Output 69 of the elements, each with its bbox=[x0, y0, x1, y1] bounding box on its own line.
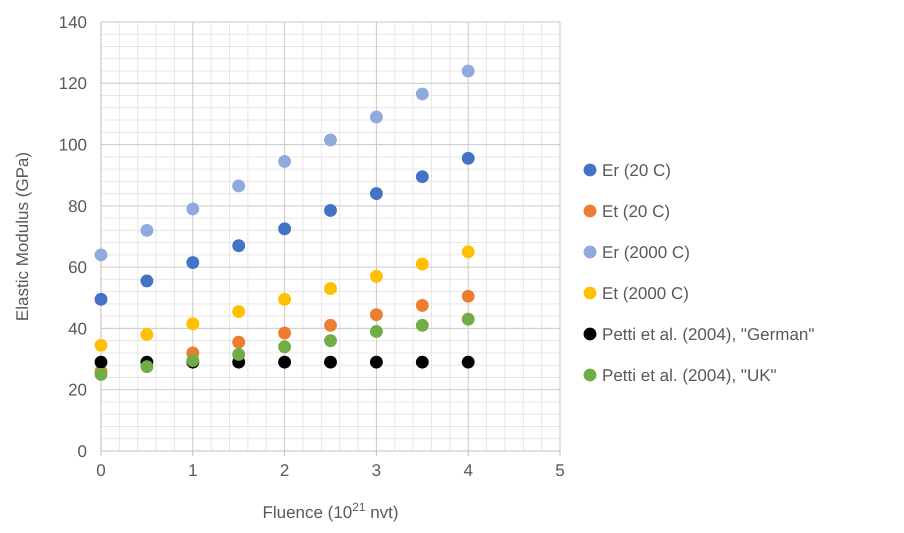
y-tick-label: 120 bbox=[58, 74, 87, 94]
point bbox=[278, 155, 292, 168]
y-tick-label: 0 bbox=[78, 442, 87, 461]
legend-label: Et (2000 C) bbox=[602, 284, 689, 303]
y-tick-label: 100 bbox=[58, 136, 87, 155]
point bbox=[140, 360, 154, 374]
point bbox=[462, 245, 475, 258]
point bbox=[416, 170, 429, 184]
point bbox=[370, 187, 383, 200]
point bbox=[416, 88, 429, 100]
legend-label: Er (20 C) bbox=[602, 160, 671, 180]
point bbox=[462, 356, 475, 369]
legend-label: Er (2000 C) bbox=[602, 242, 690, 262]
x-tick-label: 3 bbox=[372, 461, 382, 480]
point bbox=[324, 204, 337, 217]
point bbox=[140, 274, 154, 288]
point bbox=[416, 299, 429, 312]
point bbox=[140, 224, 154, 237]
point bbox=[94, 248, 108, 262]
y-tick-label: 40 bbox=[68, 319, 87, 338]
point bbox=[232, 305, 246, 318]
point bbox=[94, 292, 108, 306]
y-tick-label: 140 bbox=[58, 12, 87, 32]
x-tick-label: 2 bbox=[280, 461, 290, 480]
y-tick-label: 20 bbox=[68, 380, 87, 400]
point bbox=[278, 292, 292, 306]
point bbox=[324, 356, 337, 369]
point bbox=[140, 328, 154, 341]
point bbox=[462, 152, 475, 165]
point bbox=[370, 325, 383, 338]
point bbox=[232, 180, 246, 192]
point bbox=[94, 338, 108, 352]
point bbox=[278, 340, 292, 354]
point bbox=[186, 202, 200, 216]
point bbox=[278, 356, 292, 369]
point bbox=[186, 317, 200, 330]
x-axis-title: Fluence (10$^{21}$ nvt) bbox=[262, 500, 399, 522]
point bbox=[186, 256, 200, 269]
point bbox=[278, 222, 292, 236]
x-tick-label: 5 bbox=[555, 461, 565, 480]
y-tick-label: 60 bbox=[68, 258, 87, 278]
legend-label: Petti et al. (2004), "UK" bbox=[602, 366, 777, 385]
legend-label: Petti et al. (2004), "German" bbox=[602, 324, 814, 344]
point bbox=[278, 326, 292, 340]
point bbox=[462, 312, 475, 326]
point bbox=[94, 356, 108, 369]
x-tick-label: 4 bbox=[463, 461, 473, 480]
point bbox=[324, 282, 337, 296]
point bbox=[370, 308, 383, 322]
point bbox=[324, 334, 337, 348]
x-tick-label: 0 bbox=[96, 461, 106, 480]
point bbox=[370, 356, 383, 369]
point bbox=[416, 356, 429, 369]
point bbox=[370, 110, 383, 124]
point bbox=[416, 318, 429, 332]
point bbox=[324, 134, 337, 146]
point bbox=[232, 348, 246, 361]
point bbox=[370, 270, 383, 283]
x-tick-label: 1 bbox=[188, 461, 198, 480]
point bbox=[462, 290, 475, 303]
point bbox=[462, 64, 475, 78]
point bbox=[232, 336, 246, 349]
legend-label: Et (20 C) bbox=[602, 202, 670, 221]
point bbox=[416, 258, 429, 270]
point bbox=[324, 318, 337, 332]
point bbox=[232, 239, 246, 252]
point bbox=[94, 368, 108, 381]
y-tick-label: 80 bbox=[68, 196, 87, 216]
y-axis-title: Elastic Modulus (GPa) bbox=[13, 152, 32, 322]
